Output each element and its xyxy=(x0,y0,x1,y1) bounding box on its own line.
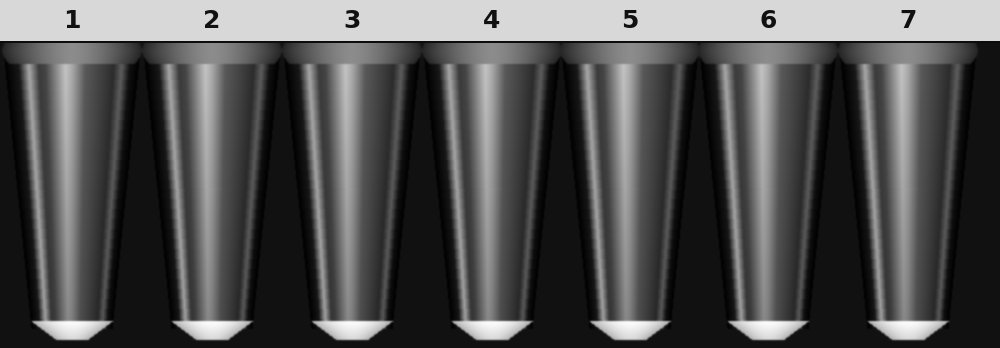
Text: 7: 7 xyxy=(899,9,917,33)
Text: 5: 5 xyxy=(621,9,639,33)
Text: 4: 4 xyxy=(483,9,501,33)
Text: 2: 2 xyxy=(203,9,221,33)
Text: 3: 3 xyxy=(343,9,361,33)
Text: 6: 6 xyxy=(759,9,777,33)
Text: 1: 1 xyxy=(63,9,81,33)
